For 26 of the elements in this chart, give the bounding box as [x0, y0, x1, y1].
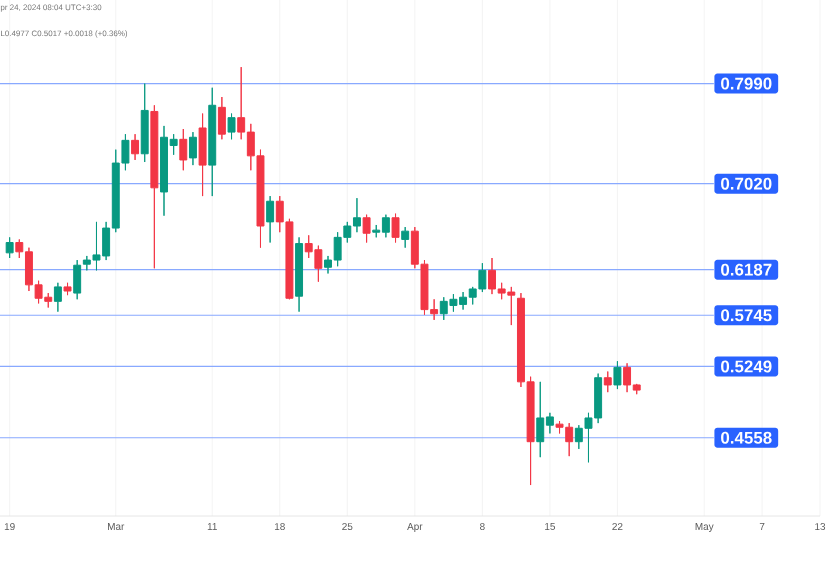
y-tick-label: 0.4558	[721, 431, 772, 444]
candlestick	[150, 104, 159, 269]
candlestick	[603, 371, 612, 393]
candlestick	[5, 236, 14, 259]
candlestick	[73, 259, 82, 300]
candlestick	[208, 87, 217, 197]
candlestick	[188, 131, 197, 166]
candlestick	[179, 128, 188, 171]
candlestick	[131, 133, 140, 161]
candlestick	[227, 113, 236, 140]
y-tick-label: 0.7020	[721, 177, 772, 190]
candlestick	[401, 226, 410, 249]
y-tick-label: 0.5745	[721, 309, 772, 322]
candlestick	[613, 360, 622, 390]
candlestick	[266, 195, 275, 244]
candlestick	[391, 213, 400, 244]
y-tick-label: 0.7990	[721, 77, 772, 90]
candlestick	[140, 83, 149, 163]
candlestick	[198, 113, 207, 197]
candlestick	[53, 282, 62, 313]
candlestick	[295, 236, 304, 313]
y-tick-label: 0.5249	[721, 360, 772, 373]
candlestick	[217, 96, 226, 140]
candlestick	[362, 214, 371, 244]
candlestick	[63, 282, 72, 296]
y-tick-label: 0.6187	[721, 263, 772, 276]
